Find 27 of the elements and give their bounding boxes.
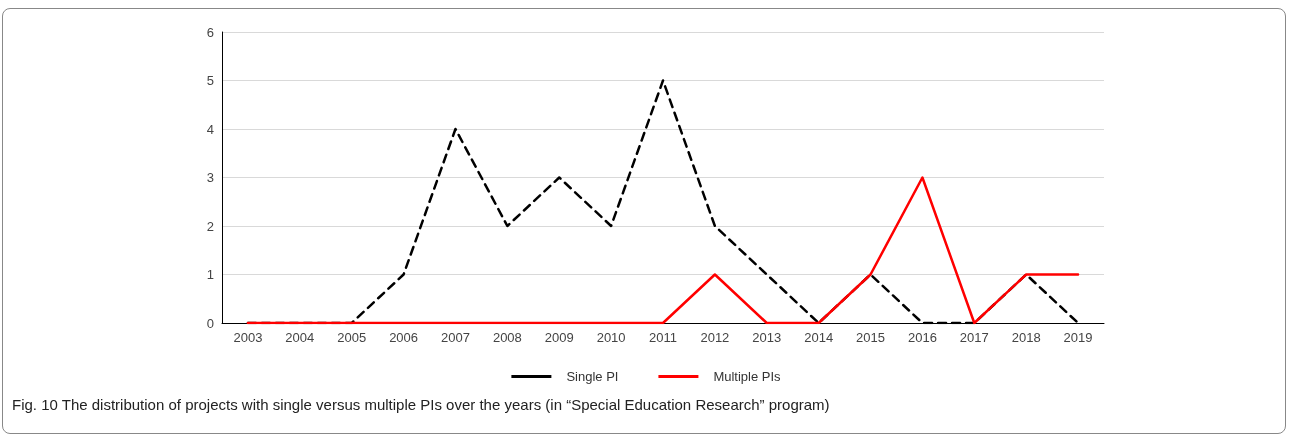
x-tick-label: 2016: [907, 330, 937, 345]
legend-label: Multiple PIs: [713, 369, 782, 384]
legend-label: Single PI: [566, 369, 619, 384]
y-tick-label: 0: [206, 315, 214, 331]
x-tick-label: 2008: [492, 330, 522, 345]
caption: Fig. 10 The distribution of projects with single versus multiple PIs over the years (in “Special Education Research” program): [12, 396, 830, 413]
x-tick-label: 2003: [233, 330, 263, 345]
x-tick-label: 2019: [1063, 330, 1093, 345]
x-tick-label: 2015: [856, 330, 885, 345]
y-tick-label: 3: [206, 170, 214, 185]
y-tick-label: 1: [206, 267, 214, 282]
x-tick-label: 2007: [441, 330, 470, 345]
x-tick-label: 2009: [544, 330, 574, 345]
x-tick-label: 2017: [959, 330, 989, 345]
x-tick-label: 2005: [337, 330, 367, 345]
x-tick-label: 2006: [389, 330, 419, 345]
y-tick-label: 5: [206, 73, 214, 88]
y-tick-label: 4: [206, 121, 214, 137]
x-tick-label: 2014: [804, 330, 834, 345]
x-tick-label: 2004: [285, 330, 315, 345]
x-tick-label: 2012: [700, 330, 730, 345]
y-tick-label: 2: [206, 218, 214, 234]
x-tick-label: 2011: [649, 330, 677, 345]
x-tick-label: 2010: [596, 330, 626, 345]
x-tick-label: 2018: [1011, 330, 1041, 345]
y-tick-label: 6: [206, 24, 214, 40]
x-tick-label: 2013: [752, 330, 782, 345]
